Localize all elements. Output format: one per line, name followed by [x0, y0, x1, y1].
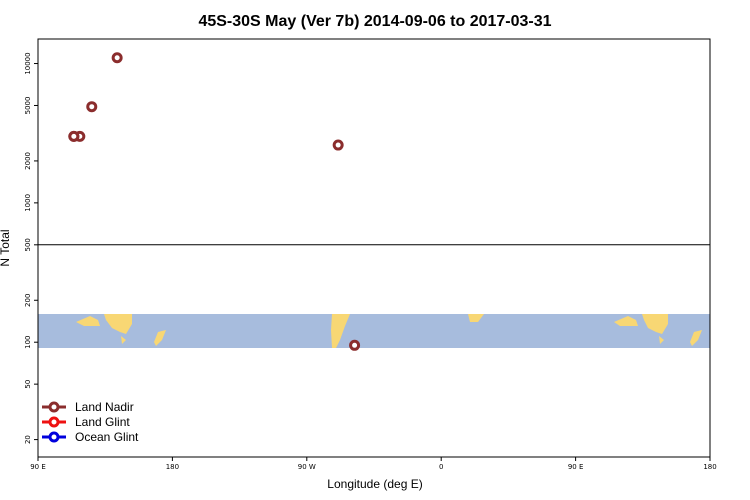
- x-tick-label: 90 E: [568, 463, 584, 471]
- land-mass: [690, 330, 702, 346]
- map-land: [76, 314, 702, 348]
- y-tick-label: 20: [24, 435, 32, 444]
- land-mass: [468, 314, 484, 322]
- legend-marker-ocean-glint: [48, 431, 60, 443]
- legend: Land Nadir Land Glint Ocean Glint: [42, 400, 139, 444]
- y-tick-label: 2000: [24, 152, 32, 170]
- x-tick-label: 180: [703, 463, 716, 471]
- land-mass: [614, 316, 638, 326]
- point-land-nadir: [349, 339, 361, 351]
- land-mass: [76, 316, 100, 326]
- point-land-nadir: [111, 52, 123, 64]
- y-axis-label: N Total: [0, 229, 12, 266]
- x-tick-label: 180: [166, 463, 179, 471]
- y-tick-label: 50: [24, 380, 32, 389]
- point-land-nadir: [86, 101, 98, 113]
- x-axis: 90 E 180 90 W 0 90 E 180: [30, 457, 717, 471]
- land-mass: [104, 314, 132, 334]
- plot-frame: [37, 38, 711, 458]
- land-mass: [642, 314, 668, 334]
- legend-marker-land-glint: [48, 416, 60, 428]
- data-points: [68, 52, 361, 351]
- land-mass: [331, 314, 350, 348]
- point-land-nadir: [332, 139, 344, 151]
- y-tick-label: 500: [24, 238, 32, 251]
- y-tick-label: 5000: [24, 97, 32, 115]
- legend-item-ocean-glint: Ocean Glint: [42, 430, 139, 444]
- legend-marker-land-nadir: [48, 401, 60, 413]
- x-tick-label: 90 E: [30, 463, 46, 471]
- y-tick-label: 100: [24, 336, 32, 349]
- y-tick-label: 10000: [24, 52, 32, 74]
- map-strip: [38, 314, 710, 348]
- legend-item-land-glint: Land Glint: [42, 415, 130, 429]
- legend-label-ocean-glint: Ocean Glint: [75, 430, 139, 444]
- land-mass: [121, 336, 126, 344]
- x-tick-label: 90 W: [298, 463, 316, 471]
- legend-item-land-nadir: Land Nadir: [42, 400, 134, 414]
- legend-label-land-nadir: Land Nadir: [75, 400, 134, 414]
- x-tick-label: 0: [439, 463, 443, 471]
- land-mass: [659, 336, 664, 344]
- legend-label-land-glint: Land Glint: [75, 415, 130, 429]
- point-land-nadir: [68, 130, 80, 142]
- chart-title: 45S-30S May (Ver 7b) 2014-09-06 to 2017-…: [198, 13, 551, 30]
- y-tick-label: 1000: [24, 194, 32, 212]
- x-axis-label: Longitude (deg E): [327, 477, 422, 491]
- y-tick-label: 200: [24, 294, 32, 307]
- land-mass: [154, 330, 166, 346]
- y-axis: 20 50 100 200 500 1000 2000 5000 10000: [24, 52, 38, 444]
